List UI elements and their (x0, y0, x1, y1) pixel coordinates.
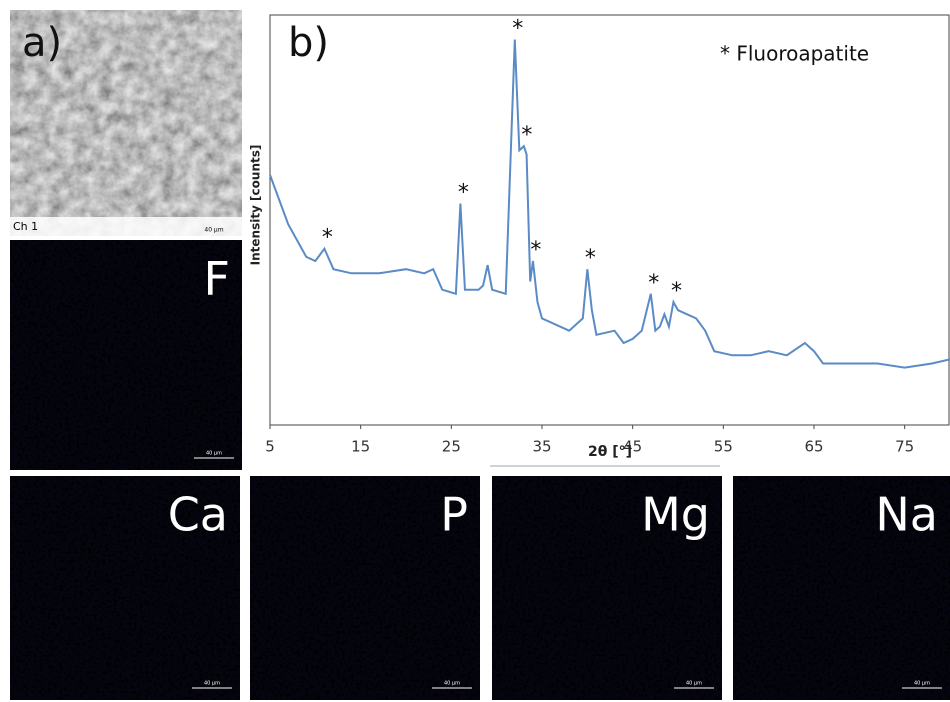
x-tick-label: 45 (623, 438, 642, 456)
peak-marker: * (585, 246, 596, 271)
element-label: Mg (641, 488, 710, 542)
element-label: Na (875, 488, 938, 542)
sem-panel: a) Ch 1 40 µm (10, 10, 242, 236)
scale-label: 40 µm (204, 681, 220, 687)
scale-label: 40 µm (204, 227, 223, 234)
scale-label: 40 µm (444, 681, 460, 687)
peak-marker: * (458, 181, 469, 206)
y-axis-label: Intensity [counts] (249, 145, 263, 266)
peak-marker: * (521, 123, 532, 148)
map-signal (733, 476, 950, 700)
plot-frame (269, 14, 950, 426)
map-signal (10, 240, 242, 470)
scale-label: 40 µm (686, 681, 702, 687)
scale-label: 40 µm (914, 681, 930, 687)
x-tick-label: 15 (351, 438, 370, 456)
legend: * Fluoroapatite (720, 42, 869, 66)
map-signal (250, 476, 480, 700)
x-tick-label: 75 (895, 438, 914, 456)
xrd-chart: b) * Fluoroapatite 5 15 25 35 45 55 65 75 2θ [°] In… (249, 14, 950, 467)
map-signal (10, 476, 240, 700)
scale-label: 40 µm (206, 451, 222, 457)
element-label: Ca (168, 488, 228, 542)
sem-image (10, 10, 242, 236)
maps: F 40 µm Ca 40 µm P 40 µm Mg 40 µm Na 40 µm (10, 240, 950, 700)
x-tick-label: 5 (265, 438, 275, 456)
x-axis-label: 2θ [°] (588, 444, 632, 460)
peak-marker: * (512, 17, 523, 42)
channel-label: Ch 1 (13, 220, 38, 233)
element-label: F (204, 252, 230, 306)
peak-marker: * (530, 238, 541, 263)
peak-marker: * (648, 271, 659, 296)
panel-label: b) (288, 20, 329, 66)
x-tick-label: 65 (804, 438, 823, 456)
element-label: P (440, 488, 468, 542)
panel-label: a) (22, 20, 62, 66)
xrd-line (269, 39, 950, 369)
peak-marker: * (322, 226, 333, 251)
info-bar (10, 217, 242, 236)
x-tick-label: 35 (532, 438, 551, 456)
x-tick-label: 25 (442, 438, 461, 456)
peak-marker: * (671, 279, 682, 304)
map-signal (492, 476, 722, 700)
x-tick-label: 55 (714, 438, 733, 456)
